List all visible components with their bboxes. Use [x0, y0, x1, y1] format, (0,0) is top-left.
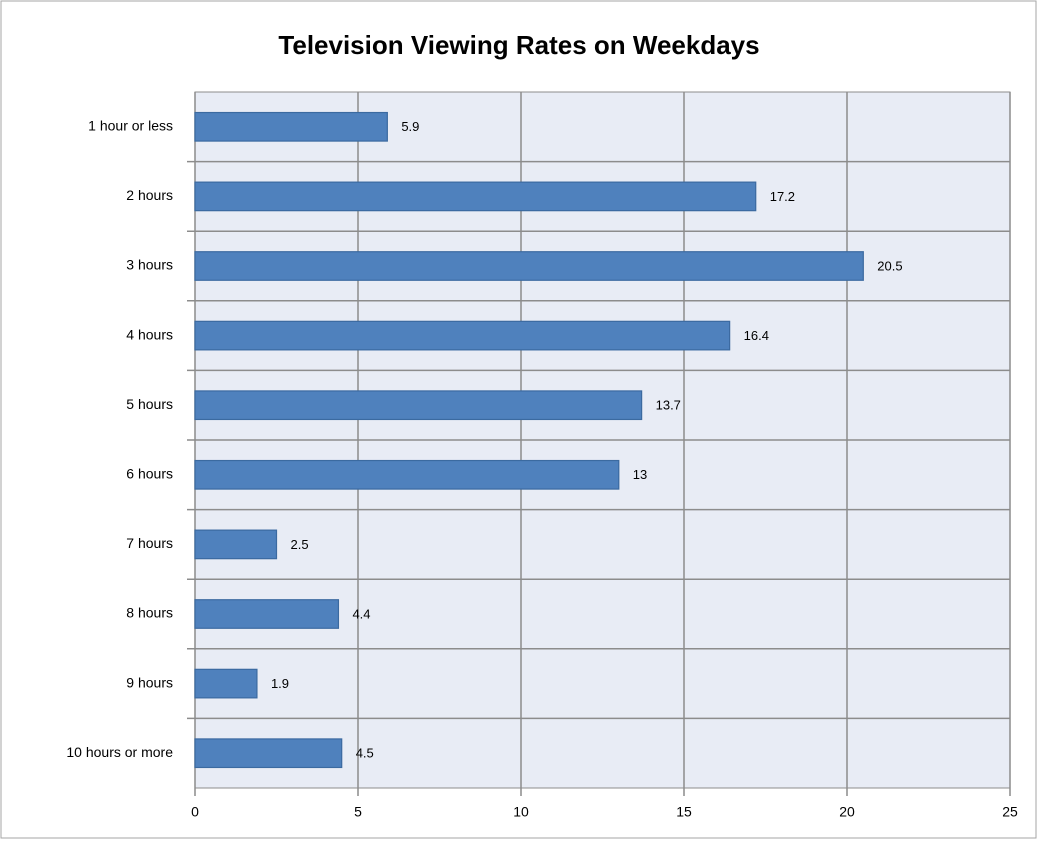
value-label: 13 [633, 467, 647, 482]
value-label: 4.5 [356, 746, 374, 761]
value-label: 1.9 [271, 676, 289, 691]
value-label: 13.7 [656, 398, 681, 413]
y-tick-label: 5 hours [126, 396, 173, 412]
bar [194, 181, 757, 212]
bar [194, 668, 258, 699]
bar [194, 251, 864, 281]
y-tick-label: 6 hours [126, 466, 173, 482]
y-tick-label: 8 hours [126, 605, 173, 621]
bar [194, 111, 388, 142]
y-tick-label: 1 hour or less [88, 118, 173, 134]
value-label: 4.4 [352, 606, 370, 621]
x-tick-label: 5 [354, 804, 362, 820]
value-label: 20.5 [877, 258, 902, 273]
value-label: 17.2 [770, 189, 795, 204]
y-tick-label: 3 hours [126, 257, 173, 273]
y-tick-label: 4 hours [126, 326, 173, 342]
bar [194, 599, 340, 629]
y-tick-label: 10 hours or more [66, 744, 173, 760]
y-tick-label: 9 hours [126, 674, 173, 690]
bar [194, 320, 731, 351]
x-tick-label: 15 [676, 804, 692, 820]
bar [194, 529, 278, 560]
chart-title: Television Viewing Rates on Weekdays [278, 30, 759, 60]
value-label: 5.9 [401, 119, 419, 134]
y-tick-label: 7 hours [126, 535, 173, 551]
value-label: 16.4 [744, 328, 769, 343]
bar [194, 738, 343, 769]
bar [194, 459, 620, 490]
value-label: 2.5 [291, 537, 309, 552]
x-tick-label: 10 [513, 804, 529, 820]
y-tick-label: 2 hours [126, 187, 173, 203]
bar [194, 390, 643, 421]
x-tick-label: 25 [1002, 804, 1018, 820]
x-tick-label: 20 [839, 804, 855, 820]
x-tick-label: 0 [191, 804, 199, 820]
